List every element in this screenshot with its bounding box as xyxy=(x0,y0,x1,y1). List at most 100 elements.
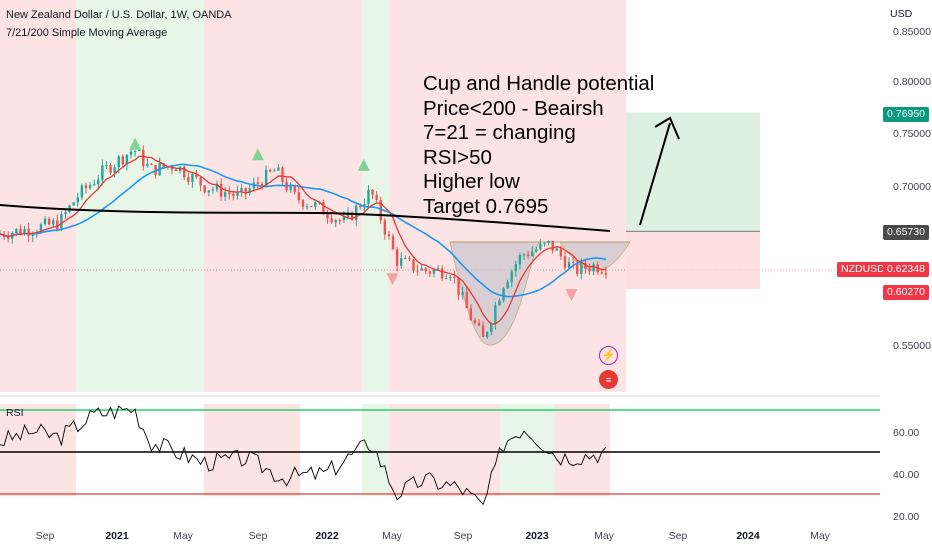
rsi-zone xyxy=(0,404,76,496)
candle-body xyxy=(146,163,149,167)
candle-body xyxy=(461,292,464,295)
arrow-shaft xyxy=(639,122,671,226)
moving-averages xyxy=(0,155,611,325)
annotation-line: RSI>50 xyxy=(423,145,492,169)
buy-marker xyxy=(357,158,370,171)
trend-zone xyxy=(76,0,204,392)
candle-body xyxy=(240,188,243,192)
candle-body xyxy=(154,164,157,176)
candle-body xyxy=(92,184,96,186)
candle-body xyxy=(567,262,571,268)
candle-body xyxy=(228,192,231,195)
candle-body xyxy=(301,200,305,207)
sma200-line xyxy=(0,204,611,232)
candle-body xyxy=(481,325,485,338)
candle-body xyxy=(297,192,301,201)
candle-body xyxy=(477,322,481,326)
candle-body xyxy=(137,149,141,151)
candle-body xyxy=(223,192,227,197)
candle-body xyxy=(6,236,10,239)
candles xyxy=(0,145,608,340)
candle-body xyxy=(174,169,178,172)
arrow-head xyxy=(654,116,680,140)
candle-body xyxy=(588,268,591,272)
trade-box xyxy=(626,112,760,290)
candle-body xyxy=(31,234,34,236)
candle-body xyxy=(199,177,202,186)
loss-zone xyxy=(626,231,760,290)
candle-body xyxy=(391,236,395,250)
candle-body xyxy=(27,228,30,236)
candle-body xyxy=(203,185,206,193)
candle-body xyxy=(432,269,436,274)
time-tick: Sep xyxy=(35,530,55,542)
candle-body xyxy=(97,179,100,185)
candle-body xyxy=(334,220,337,223)
candle-body xyxy=(510,271,513,282)
candle-body xyxy=(121,156,125,165)
candle-body xyxy=(420,268,423,271)
candle-body xyxy=(277,167,280,171)
candle-body xyxy=(531,251,534,257)
annotation-line: Cup and Handle potential xyxy=(423,72,655,95)
candle-body xyxy=(502,288,505,301)
candle-body xyxy=(338,220,341,222)
candle-body xyxy=(408,258,411,260)
sell-marker xyxy=(565,289,578,302)
candle-body xyxy=(551,240,554,251)
candle-body xyxy=(211,189,215,191)
candle-body xyxy=(584,262,587,269)
candle-body xyxy=(535,249,538,252)
rsi-tick: 20.00 xyxy=(893,511,920,523)
candle-body xyxy=(412,259,415,271)
rsi-label: RSI xyxy=(6,407,24,419)
last-price-badge: 0.62348 xyxy=(883,262,929,277)
candle-body xyxy=(449,276,452,279)
symbol-badge: NZDUSD xyxy=(837,262,889,277)
candle-body xyxy=(39,224,43,233)
candle-body xyxy=(469,308,473,321)
candle-body xyxy=(183,166,186,178)
candle-body xyxy=(76,197,79,203)
price-tick: 0.80000 xyxy=(893,76,931,88)
candle-body xyxy=(219,183,223,197)
candle-body xyxy=(383,220,387,235)
indicator-label: 7/21/200 Simple Moving Average xyxy=(6,27,168,39)
candle-body xyxy=(293,186,296,193)
candle-body xyxy=(600,272,604,274)
time-tick: 2021 xyxy=(105,530,129,542)
candle-body xyxy=(490,323,493,333)
rsi-zone xyxy=(300,404,362,496)
candle-body xyxy=(244,188,247,194)
candle-body xyxy=(84,185,88,189)
candle-body xyxy=(473,320,477,323)
candle-body xyxy=(555,248,558,251)
time-tick: May xyxy=(382,530,402,542)
rsi-zone xyxy=(204,404,300,496)
candle-body xyxy=(269,169,272,172)
candle-body xyxy=(367,189,370,205)
candle-body xyxy=(80,185,84,198)
buy-marker xyxy=(251,148,264,161)
candle-body xyxy=(305,206,309,208)
trend-zone xyxy=(0,0,76,392)
buy-marker xyxy=(129,137,142,150)
candle-body xyxy=(109,165,112,173)
lightning-icon[interactable]: ⚡ xyxy=(599,346,618,365)
candle-body xyxy=(195,173,198,178)
us-flag-icon[interactable]: ≡ xyxy=(599,370,618,389)
candle-body xyxy=(289,186,292,191)
candle-body xyxy=(281,167,284,183)
candle-body xyxy=(129,151,133,155)
candle-body xyxy=(43,218,47,225)
candle-body xyxy=(207,190,210,193)
candle-body xyxy=(375,194,378,201)
candle-body xyxy=(15,228,18,234)
candle-body xyxy=(465,292,468,309)
profit-zone xyxy=(626,112,760,232)
price-tick: 0.55000 xyxy=(893,340,931,352)
price-tick: 0.75000 xyxy=(893,128,931,140)
rsi-tick: 60.00 xyxy=(893,427,920,439)
candle-body xyxy=(543,242,546,244)
